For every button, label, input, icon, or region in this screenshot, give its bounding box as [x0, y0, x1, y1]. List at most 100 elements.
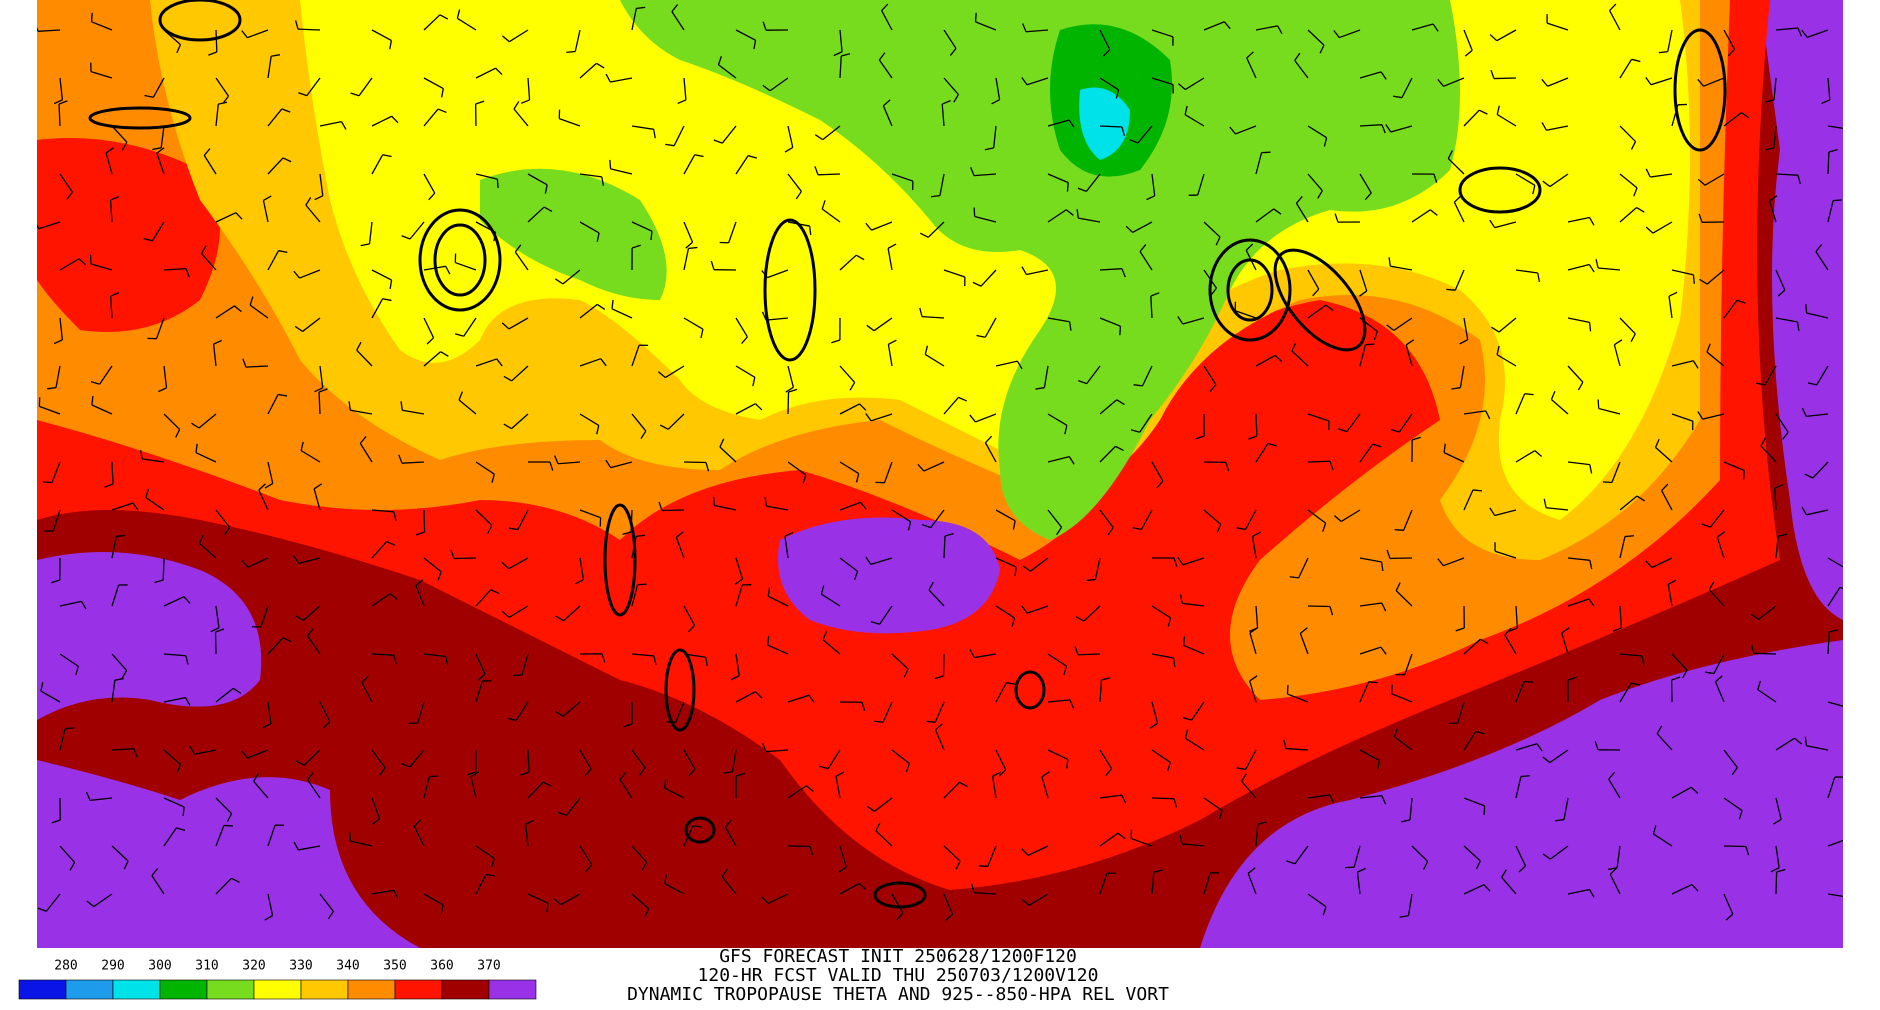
wind-barb [1245, 749, 1257, 770]
wind-barb-flag [1021, 266, 1028, 275]
wind-barb [1704, 173, 1725, 186]
wind-barb [1827, 125, 1843, 129]
wind-barb-flag [1850, 129, 1851, 138]
wind-barb [1619, 605, 1623, 628]
wind-barb-flag [121, 670, 128, 679]
wind-barb-flag [730, 675, 740, 681]
wind-barb-flag [849, 382, 856, 391]
wind-barb-flag [281, 108, 291, 113]
wind-barb-flag [875, 822, 881, 832]
wind-barb-flag [1294, 52, 1301, 61]
wind-barb-flag [1588, 264, 1595, 273]
wind-barb [1307, 605, 1331, 608]
wind-barb [267, 893, 274, 916]
wind-barb [1827, 77, 1831, 100]
wind-barb-flag [636, 6, 646, 10]
wind-barb-flag [866, 805, 875, 812]
wind-barb-flag [1821, 99, 1831, 105]
wind-barb [1716, 536, 1725, 559]
wind-barb-flag [838, 866, 847, 873]
wind-barb-flag [1381, 795, 1387, 805]
caption-line: GFS FORECAST INIT 250628/1200F120 [719, 946, 1077, 967]
wind-barb [508, 317, 529, 330]
wind-barb-flag [762, 21, 767, 31]
wind-barb-flag [596, 303, 606, 310]
wind-barb [1393, 317, 1413, 331]
wind-barb-flag [1011, 617, 1016, 627]
wind-barb-flag [605, 459, 612, 469]
wind-barb-flag [514, 244, 522, 253]
wind-barb-flag [1295, 195, 1303, 204]
wind-barb [371, 115, 393, 127]
wind-barb-flag [293, 841, 299, 851]
wind-barb-flag [1630, 333, 1636, 343]
wind-barb [1026, 269, 1049, 276]
wind-barb [1652, 221, 1673, 234]
wind-barb [1131, 838, 1153, 847]
wind-barb [303, 749, 321, 766]
wind-barb-flag [185, 655, 189, 665]
wind-barb [258, 489, 269, 511]
wind-barb [368, 221, 373, 244]
wind-barb-flag [313, 483, 323, 490]
wind-barb-flag [1248, 435, 1258, 440]
wind-barb-flag [490, 589, 500, 595]
wind-barb-flag [1312, 288, 1320, 297]
wind-barb-flag [1429, 209, 1438, 216]
wind-barb [1708, 589, 1725, 607]
wind-barb [1515, 743, 1538, 751]
wind-barb-flag [971, 883, 975, 893]
wind-barb [821, 593, 841, 607]
wind-barb-flag [761, 896, 769, 904]
wind-barb-flag [348, 401, 351, 411]
wind-barb [1443, 557, 1465, 567]
wind-barb-flag [1121, 794, 1127, 804]
wind-barb [1650, 77, 1673, 86]
wind-barb-flag [1423, 861, 1429, 870]
wind-barb [1184, 114, 1205, 127]
wind-barb-flag [439, 14, 449, 20]
wind-barb [735, 29, 756, 41]
wind-barb [111, 461, 114, 485]
wind-barb [718, 64, 737, 79]
wind-barb [527, 77, 531, 100]
wind-barb-flag [133, 748, 138, 758]
wind-barb-flag [1236, 527, 1246, 531]
wind-barb [423, 776, 430, 799]
wind-barb [1619, 653, 1642, 657]
wind-barb [267, 157, 284, 175]
wind-barb-flag [1698, 213, 1703, 223]
wind-barb-flag [685, 241, 693, 249]
wind-barb [212, 344, 217, 367]
wind-barb-flag [491, 473, 495, 483]
wind-barb-flag [1691, 884, 1699, 892]
wind-barb [1714, 681, 1725, 703]
scale-label: 350 [383, 959, 406, 974]
wind-barb [563, 605, 581, 622]
wind-barb [1390, 125, 1413, 133]
wind-barb [1307, 893, 1327, 908]
wind-barb [521, 653, 529, 676]
wind-barb [1402, 509, 1413, 531]
wind-barb [1706, 351, 1725, 367]
wind-barb [1137, 125, 1153, 144]
wind-barb-flag [440, 351, 449, 357]
wind-barb [1667, 584, 1673, 607]
wind-barb-flag [1588, 217, 1595, 226]
wind-barb-flag [215, 628, 225, 633]
wind-barb [991, 776, 997, 799]
wind-barb-flag [1501, 869, 1507, 878]
wind-barb-flag [426, 337, 435, 345]
wind-barb-flag [719, 438, 725, 448]
wind-barb-flag [1225, 462, 1230, 472]
wind-barb [215, 509, 231, 528]
map-caption: GFS FORECAST INIT 250628/1200F120120-HR … [627, 946, 1169, 1005]
wind-barb [470, 776, 477, 799]
wind-barb-flag [116, 534, 126, 538]
wind-barb [59, 258, 80, 271]
wind-barb [683, 77, 687, 100]
wind-barb-flag [222, 95, 230, 104]
wind-barb-flag [391, 115, 399, 124]
wind-barb [517, 509, 529, 530]
wind-barb [457, 17, 477, 31]
